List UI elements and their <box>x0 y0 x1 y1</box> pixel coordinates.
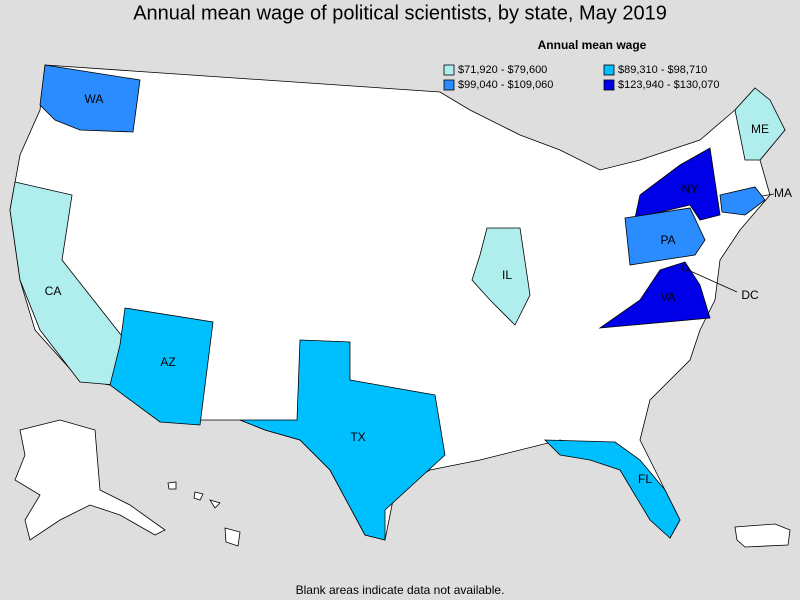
legend-label: $89,310 - $98,710 <box>618 64 707 76</box>
map-title: Annual mean wage of political scientists… <box>133 2 667 24</box>
state-region <box>544 439 681 539</box>
state-region <box>9 181 126 386</box>
legend-swatch <box>603 64 615 76</box>
leader-line <box>761 193 775 197</box>
state-label: TX <box>350 430 365 444</box>
state-region <box>239 339 446 541</box>
state-region <box>39 64 141 133</box>
state-label: NY <box>682 182 699 196</box>
state-region <box>681 264 689 272</box>
legend-label: $99,040 - $109,060 <box>458 79 553 91</box>
state-label: CA <box>45 284 62 298</box>
state-label: ME <box>751 122 769 136</box>
alaska <box>14 419 166 541</box>
footnote: Blank areas indicate data not available. <box>296 583 505 597</box>
state-label: VA <box>660 290 675 304</box>
legend-label: $71,920 - $79,600 <box>458 64 547 76</box>
leader-line <box>687 269 738 293</box>
state-region <box>109 307 214 426</box>
state-label: IL <box>502 268 512 282</box>
states: WA CA AZ TX IL NY ME MA PA VA FL DC <box>9 64 792 541</box>
legend-swatch <box>603 79 615 91</box>
state-label: FL <box>638 472 652 486</box>
state-label: DC <box>741 288 759 302</box>
hawaii <box>167 481 241 547</box>
state-region <box>624 207 706 266</box>
state-region <box>719 186 766 216</box>
legend-swatch <box>443 64 455 76</box>
state-region <box>734 87 786 161</box>
state-label: PA <box>660 233 675 247</box>
state-label: WA <box>85 92 104 106</box>
state-region <box>471 227 531 326</box>
state-region <box>598 261 711 329</box>
state-label: MA <box>774 186 792 200</box>
state-label: AZ <box>160 355 175 369</box>
puerto-rico <box>734 523 791 548</box>
legend-label: $123,940 - $130,070 <box>618 79 720 91</box>
legend-swatch <box>443 79 455 91</box>
legend: $71,920 - $79,600 $89,310 - $98,710 $99,04… <box>443 64 720 91</box>
legend-title: Annual mean wage <box>538 38 647 52</box>
